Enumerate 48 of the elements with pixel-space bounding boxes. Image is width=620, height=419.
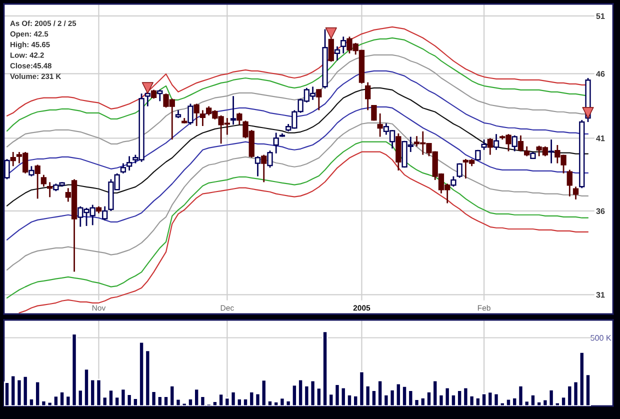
candlestick	[34, 164, 40, 200]
candlestick	[328, 38, 334, 62]
y-tick-label: 31	[596, 292, 605, 298]
candlestick	[144, 92, 150, 107]
point	[582, 106, 594, 119]
candlestick	[236, 112, 242, 126]
candlestick	[316, 88, 322, 111]
point	[142, 82, 154, 94]
candlestick	[524, 146, 530, 157]
candlestick	[512, 134, 518, 152]
candlestick	[28, 165, 34, 177]
candlestick	[267, 150, 273, 168]
point	[325, 27, 337, 40]
candlestick	[157, 89, 163, 102]
candlestick	[548, 138, 554, 164]
candlestick	[188, 103, 194, 126]
candlestick	[194, 103, 200, 127]
candlestick	[334, 46, 340, 62]
y-tick-label: 46	[596, 71, 605, 77]
candlestick	[230, 95, 236, 126]
candlestick	[120, 162, 126, 174]
candlestick	[126, 156, 132, 172]
line-series	[18, 151, 589, 314]
candlestick	[481, 138, 487, 151]
line-series	[6, 141, 589, 299]
candlestick	[377, 112, 383, 138]
y-tick-label: 36	[596, 208, 605, 214]
candlestick	[450, 176, 456, 188]
candlestick	[518, 134, 524, 152]
candlestick	[487, 137, 493, 156]
candlestick	[566, 169, 572, 198]
candlestick	[10, 151, 16, 167]
candlestick	[273, 132, 279, 154]
candlestick	[456, 162, 462, 178]
candlestick	[572, 186, 579, 200]
y-tick-label: 41	[596, 136, 605, 142]
candlestick	[46, 181, 53, 198]
line-series	[6, 122, 589, 271]
candlestick	[365, 82, 371, 111]
candlestick	[261, 154, 267, 183]
candlestick	[493, 133, 500, 151]
candlestick	[371, 104, 377, 122]
candlestick	[102, 206, 108, 222]
line-series	[6, 106, 589, 240]
candlestick	[40, 174, 47, 188]
candlestick	[254, 156, 261, 177]
y-tick-label: 51	[596, 13, 605, 19]
candlestick	[340, 36, 346, 54]
